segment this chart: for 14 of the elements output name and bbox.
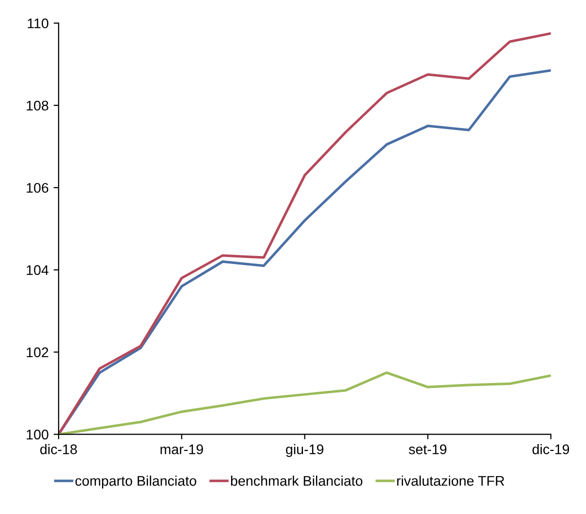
y-tick-label: 106 (26, 182, 48, 193)
y-tick-label: 104 (26, 265, 48, 276)
y-tick-label: 102 (26, 347, 48, 358)
y-tick-label: 108 (26, 100, 48, 111)
x-tick-label: dic-18 (40, 444, 77, 454)
x-tick-label: dic-19 (532, 444, 570, 454)
legend-label: comparto Bilanciato (75, 476, 196, 489)
legend-label: rivalutazione TFR (397, 476, 504, 486)
y-tick-label: 100 (26, 430, 48, 440)
x-tick-label: mar-19 (160, 444, 203, 454)
legend-label: benchmark Bilanciato (231, 476, 362, 486)
x-tick-label: set-19 (408, 444, 446, 454)
x-tick-label: giu-19 (286, 444, 324, 457)
y-tick-label: 110 (28, 18, 48, 28)
